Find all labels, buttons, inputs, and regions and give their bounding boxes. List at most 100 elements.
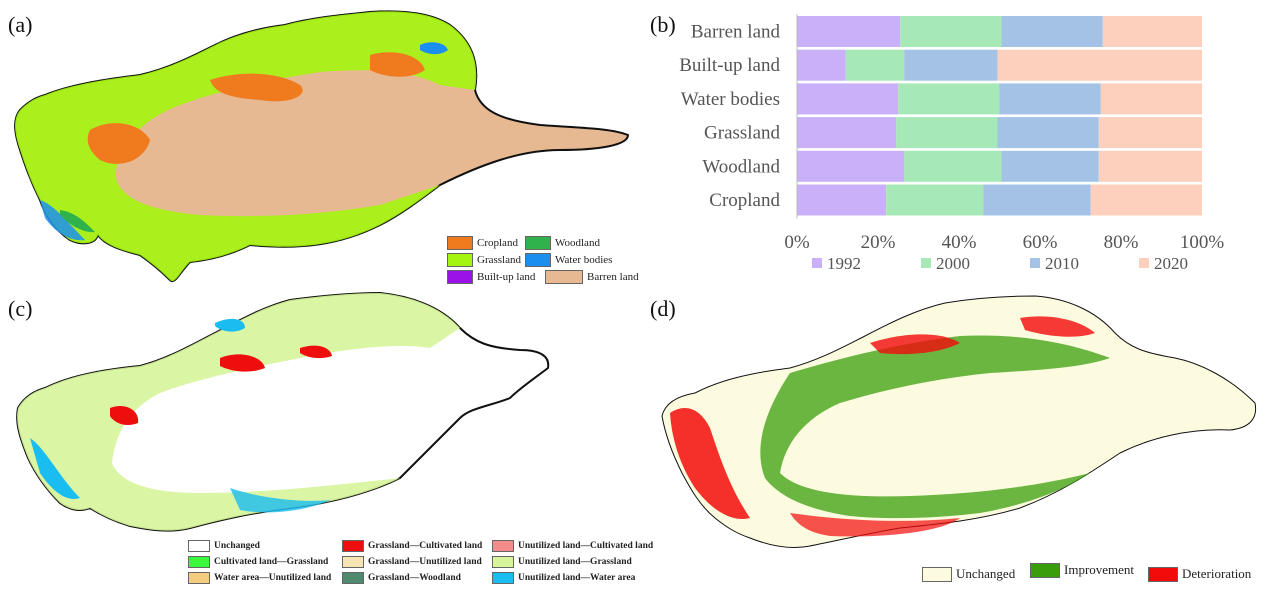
category-label: Water bodies — [681, 89, 780, 110]
bar-woodland-1992 — [797, 150, 905, 182]
land-use-change-map — [16, 291, 550, 532]
cultivated-change-west — [110, 405, 139, 426]
deterioration-west — [670, 408, 750, 519]
legend-label: Barren land — [587, 271, 639, 283]
cropland-patch-north — [210, 73, 303, 102]
legend-item-barren: Barren land — [545, 270, 639, 284]
deterioration-northeast — [1020, 316, 1095, 337]
x-tick-label: 100% — [1180, 232, 1225, 253]
legend-label: Cropland — [477, 237, 518, 249]
stacked-bar-chart: Barren land Built-up land Water bodies Gras… — [679, 14, 1225, 273]
category-label: Cropland — [709, 190, 780, 211]
bar-cropland-2020 — [1090, 184, 1202, 216]
legend-item-1992: 1992 — [812, 254, 861, 273]
category-label: Barren land — [691, 22, 781, 43]
bar-grassland-2020 — [1098, 117, 1202, 149]
bar-woodland-2000 — [904, 150, 1002, 182]
swatch-improvement — [1030, 562, 1060, 578]
bar-grassland-2010 — [997, 117, 1099, 149]
bar-built-up-land-2000 — [845, 49, 905, 81]
water-change-west — [30, 438, 80, 499]
legend-item-2020: 2020 — [1139, 254, 1188, 273]
swatch-woodland — [525, 236, 551, 250]
legend-label: Unutilized land—Cultivated land — [518, 541, 654, 551]
bar-woodland-2020 — [1098, 150, 1202, 182]
legend-label: 2020 — [1154, 254, 1188, 273]
legend-item-deterioration: Deterioration — [1148, 566, 1251, 582]
legend-item-unutilized-water: Unutilized land—Water area — [492, 572, 635, 584]
legend-item-2010: 2010 — [1030, 254, 1079, 273]
swatch-builtup — [447, 270, 473, 284]
legend-item-grassland-cultivated: Grassland—Cultivated land — [342, 540, 482, 552]
legend-item-improvement: Improvement — [1030, 562, 1134, 578]
swatch-grassland-cultivated — [342, 540, 364, 552]
swatch-cultivated-grassland — [188, 556, 210, 568]
swatch-water-unutilized — [188, 572, 210, 584]
swatch-deterioration — [1148, 566, 1178, 582]
bar-cropland-1992 — [797, 184, 887, 216]
legend-label: Grassland — [477, 254, 521, 266]
legend-item-water-bodies: Water bodies — [525, 253, 612, 267]
legend-land-use: Cropland Woodland Grassland Water bodies… — [447, 236, 639, 286]
water-change-north — [215, 318, 245, 332]
legend-label: Unchanged — [214, 541, 260, 551]
panel-label-c: (c) — [8, 296, 33, 321]
bar-water-bodies-2020 — [1100, 83, 1202, 115]
legend-label: Grassland—Woodland — [368, 573, 461, 583]
bar-barren-land-2020 — [1102, 16, 1202, 47]
legend-item-2000: 2000 — [921, 254, 970, 273]
legend-swatch — [921, 258, 931, 268]
legend-label: Deterioration — [1182, 566, 1252, 581]
bar-built-up-land-1992 — [797, 49, 846, 81]
land-use-map — [14, 10, 630, 283]
panel-label-b: (b) — [650, 12, 676, 37]
legend-label: 1992 — [827, 254, 861, 273]
legend-label: Cultivated land—Grassland — [214, 557, 329, 567]
bar-water-bodies-1992 — [797, 83, 899, 115]
legend-item-grassland-unutilized: Grassland—Unutilized land — [342, 556, 482, 568]
legend-label: Unutilized land—Grassland — [518, 557, 632, 567]
legend-item-builtup: Built-up land — [447, 270, 535, 284]
legend-label: Water bodies — [555, 254, 613, 266]
legend-land-use-change: Unchanged Grassland—Cultivated land Unut… — [188, 540, 658, 588]
legend-item-water-unutilized: Water area—Unutilized land — [188, 572, 331, 584]
swatch-cropland — [447, 236, 473, 250]
bar-grassland-2000 — [896, 117, 998, 149]
swatch-water-bodies — [525, 253, 551, 267]
legend-swatch — [1030, 258, 1040, 268]
grassland-unutilized-ring — [17, 293, 461, 531]
cultivated-change-north — [220, 354, 265, 372]
panel-label-a: (a) — [8, 12, 33, 37]
water-patch-northeast — [420, 42, 448, 55]
legend-item-grassland-woodland: Grassland—Woodland — [342, 572, 461, 584]
swatch-grassland-unutilized — [342, 556, 364, 568]
bar-built-up-land-2010 — [904, 49, 998, 81]
legend-label: Grassland—Unutilized land — [368, 557, 482, 567]
swatch-grassland-woodland — [342, 572, 364, 584]
swatch-unchanged — [922, 566, 952, 582]
x-tick-label: 60% — [1023, 232, 1058, 253]
bar-built-up-land-2020 — [997, 49, 1202, 81]
legend-swatch — [812, 258, 822, 268]
legend-label: Grassland—Cultivated land — [368, 541, 483, 551]
deterioration-north — [870, 334, 960, 355]
legend-item-cultivated-grassland: Cultivated land—Grassland — [188, 556, 328, 568]
legend-item-woodland: Woodland — [525, 236, 600, 250]
swatch-unutilized-grassland — [492, 556, 514, 568]
cropland-patch-northeast — [370, 52, 425, 77]
swatch-unchanged — [188, 540, 210, 552]
legend-label: Built-up land — [477, 271, 536, 283]
panel-label-d: (d) — [650, 296, 676, 321]
x-tick-label: 0% — [784, 232, 810, 253]
legend-item-unchanged: Unchanged — [922, 566, 1015, 582]
water-patch-west — [40, 200, 85, 241]
legend-swatch — [1139, 258, 1149, 268]
bar-cropland-2000 — [886, 184, 984, 216]
land-quality-change-map — [661, 295, 1257, 549]
swatch-barren — [545, 270, 583, 284]
legend-label: 2010 — [1045, 254, 1079, 273]
legend-label: Unchanged — [956, 566, 1016, 581]
category-label: Woodland — [702, 156, 780, 177]
legend-label: Water area—Unutilized land — [214, 573, 332, 583]
bar-barren-land-2000 — [900, 16, 1002, 47]
